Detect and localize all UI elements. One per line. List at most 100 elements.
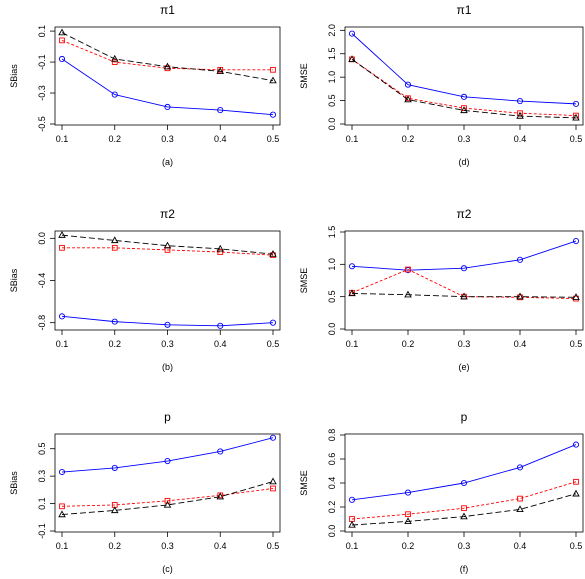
data-point-red	[217, 249, 224, 255]
panel-d: π1 SMSE 0.1 0.2 0.3 0.4 0.5 0.0 0.5 1.0 1.5 2.0 (d)	[299, 3, 584, 167]
data-point-black	[269, 76, 277, 84]
x-tick-label: 0.4	[214, 339, 227, 349]
series-line-blue	[61, 437, 274, 473]
panel-b: π2 SBias 0.1 0.2 0.3 0.4 0.5 0.0 -0.4 -0.8 (b)	[9, 207, 281, 372]
data-point-blue	[460, 93, 468, 100]
series-line-blue	[351, 33, 577, 105]
x-tick-label: 0.3	[458, 541, 471, 551]
data-point-blue	[217, 322, 224, 329]
panel-caption: (f)	[460, 564, 469, 574]
data-point-blue	[460, 265, 468, 272]
data-point-blue	[572, 441, 580, 448]
data-point-blue	[572, 100, 580, 107]
x-tick-label: 0.1	[346, 541, 359, 551]
series-line-red	[351, 481, 577, 520]
data-point-black	[110, 506, 119, 514]
data-point-black	[572, 489, 580, 497]
data-point-black	[516, 111, 524, 119]
x-tick-label: 0.1	[346, 339, 359, 349]
y-axis-label: SMSE	[299, 63, 309, 89]
x-tick-label: 0.4	[214, 541, 227, 551]
data-point-blue	[348, 30, 356, 37]
panel-title: π1	[457, 3, 472, 17]
y-tick-label: 0.1	[37, 25, 47, 38]
data-point-red	[59, 503, 65, 510]
y-tick-label: 0.0	[327, 323, 337, 336]
x-tick-label: 0.4	[514, 134, 527, 144]
data-point-blue	[111, 91, 118, 98]
y-tick-label: 0.3	[37, 470, 47, 483]
data-point-red	[270, 485, 276, 492]
data-point-blue	[516, 256, 524, 263]
data-point-black	[572, 293, 580, 300]
series-line-red	[62, 247, 274, 256]
panel-c: p SBias 0.1 0.2 0.3 0.4 0.5 -0.1 0.1 0.3 0.5 (c)	[9, 410, 281, 574]
data-point-blue	[111, 464, 118, 471]
data-point-red	[573, 112, 579, 119]
data-point-black	[163, 241, 172, 249]
panel-a: π1 SBias 0.1 0.2 0.3 0.4 0.5 0.1 -0.1 -0.3 -0.5 (a)	[9, 3, 281, 167]
data-point-blue	[217, 107, 224, 114]
data-point-black	[58, 510, 66, 518]
data-point-black	[572, 113, 580, 121]
plot-frame	[54, 230, 281, 331]
data-point-blue	[111, 318, 118, 325]
data-point-black	[216, 67, 225, 75]
series-line-blue	[351, 444, 577, 501]
y-tick-label: 0.4	[327, 477, 337, 490]
panel-caption: (e)	[459, 362, 470, 372]
x-tick-label: 0.5	[267, 134, 280, 144]
x-tick-label: 0.5	[570, 339, 583, 349]
data-point-blue	[58, 468, 66, 476]
series-line-blue	[351, 240, 577, 271]
x-tick-label: 0.2	[108, 134, 121, 144]
data-point-blue	[269, 319, 277, 326]
x-tick-label: 0.5	[267, 339, 280, 349]
series-line-black	[351, 292, 577, 298]
x-tick-label: 0.3	[161, 134, 174, 144]
x-tick-label: 0.4	[514, 541, 527, 551]
panel-f: p SMSE 0.1 0.2 0.3 0.4 0.5 0.0 0.2 0.4 0.6 0.8 (f)	[299, 410, 584, 574]
series-line-blue	[61, 315, 274, 327]
x-tick-label: 0.4	[514, 339, 527, 349]
data-point-black	[516, 292, 524, 300]
x-tick-label: 0.1	[56, 339, 69, 349]
data-point-blue	[164, 458, 171, 465]
data-point-black	[348, 289, 356, 297]
data-point-black	[58, 231, 66, 238]
y-tick-label: 0.2	[327, 501, 337, 514]
y-tick-label: 0.8	[327, 429, 337, 442]
data-point-blue	[516, 464, 524, 471]
data-point-blue	[58, 313, 66, 320]
data-point-black	[110, 54, 119, 62]
y-axis-label: SBias	[9, 471, 19, 495]
y-tick-label: 1.5	[327, 47, 337, 60]
panel-e: π2 SMSE 0.1 0.2 0.3 0.4 0.5 0.0 0.5 1.0 1.5 (e)	[299, 207, 584, 372]
data-point-red	[461, 505, 467, 512]
data-point-black	[460, 292, 468, 300]
series-line-black	[61, 32, 274, 82]
data-point-black	[216, 492, 225, 500]
data-point-black	[348, 520, 356, 528]
data-point-black	[163, 62, 172, 70]
data-point-black	[516, 505, 524, 513]
x-tick-label: 0.3	[161, 339, 174, 349]
panel-caption: (a)	[162, 157, 173, 167]
data-point-black	[404, 95, 412, 103]
data-point-black	[216, 244, 225, 252]
data-point-red	[59, 244, 65, 251]
plot-frame	[54, 433, 281, 533]
data-point-black	[348, 55, 356, 63]
y-tick-label: 0.1	[37, 497, 47, 510]
data-point-blue	[460, 479, 468, 487]
data-point-black	[110, 236, 119, 244]
x-tick-label: 0.5	[267, 541, 280, 551]
data-point-red	[111, 59, 118, 65]
data-point-black	[269, 250, 277, 257]
panel-caption: (b)	[162, 362, 173, 372]
x-tick-label: 0.2	[402, 134, 415, 144]
y-axis-label: SBias	[9, 64, 19, 88]
data-point-red	[573, 478, 579, 485]
data-point-blue	[516, 98, 524, 105]
